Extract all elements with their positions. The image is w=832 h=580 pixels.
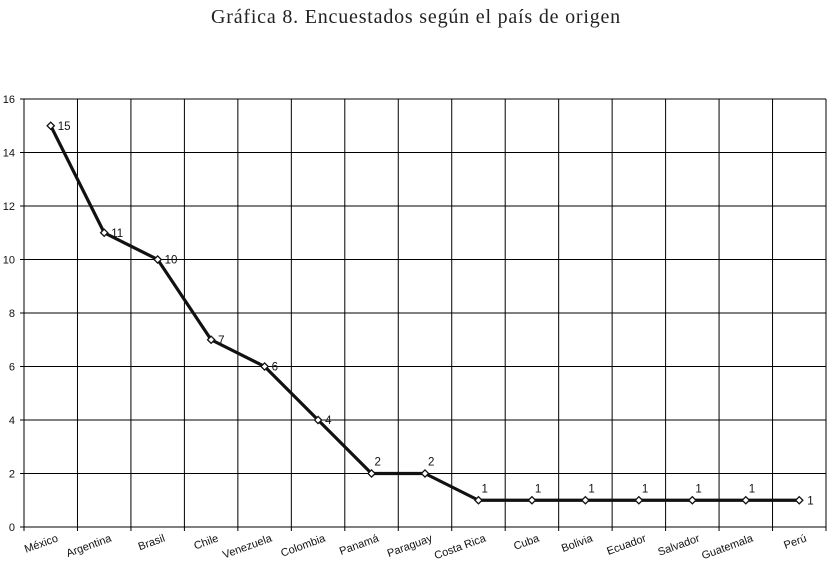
chart-title: Gráfica 8. Encuestados según el país de … [210, 6, 621, 28]
data-point-marker [580, 495, 590, 505]
data-label: 1 [588, 483, 594, 495]
x-tick-label: Colombia [279, 532, 328, 559]
data-point-marker [46, 121, 56, 131]
y-tick-label: 2 [9, 469, 15, 481]
data-label: 1 [642, 483, 648, 495]
data-point-marker [687, 495, 697, 505]
data-label: 15 [58, 121, 71, 133]
x-tick-label: Costa Rica [433, 532, 488, 562]
data-label: 4 [325, 415, 332, 427]
x-tick-label: Salvador [656, 532, 701, 558]
x-tick-label: Panamá [338, 532, 381, 558]
y-tick-label: 10 [3, 255, 15, 267]
data-label: 1 [749, 483, 755, 495]
y-tick-label: 14 [3, 148, 15, 160]
data-point-marker [99, 228, 109, 238]
x-tick-label: Perú [782, 533, 808, 552]
data-label: 10 [165, 255, 178, 267]
data-label: 6 [272, 362, 278, 374]
x-tick-label: Cuba [512, 532, 542, 553]
data-point-marker [313, 415, 323, 425]
data-label: 11 [111, 228, 123, 240]
data-point-marker [153, 254, 163, 265]
data-label: 1 [807, 495, 813, 507]
data-point-marker [741, 495, 751, 505]
data-label: 1 [481, 483, 487, 495]
data-point-marker [420, 468, 430, 479]
x-tick-label: México [23, 533, 60, 556]
data-point-marker [367, 468, 377, 479]
x-tick-label: Paraguay [386, 532, 435, 560]
y-tick-label: 16 [3, 94, 15, 106]
x-tick-label: Bolivia [560, 532, 595, 555]
x-tick-label: Guatemala [700, 532, 755, 562]
x-tick-label: Venezuela [221, 532, 274, 561]
x-tick-label: Chile [192, 533, 220, 553]
data-point-marker [794, 495, 804, 505]
data-point-marker [527, 495, 537, 505]
data-label: 7 [218, 335, 224, 347]
y-tick-label: 0 [9, 522, 15, 534]
data-point-marker [634, 495, 644, 505]
data-label: 2 [428, 457, 434, 469]
data-points [46, 121, 804, 505]
data-point-marker [473, 495, 483, 505]
data-label: 2 [375, 457, 381, 469]
data-label: 1 [695, 483, 701, 495]
y-tick-label: 12 [3, 201, 15, 213]
y-tick-label: 4 [9, 415, 15, 427]
y-tick-label: 6 [9, 362, 15, 374]
y-tick-label: 8 [9, 308, 15, 320]
data-point-marker [206, 335, 216, 345]
data-label: 1 [535, 483, 541, 495]
data-point-marker [260, 361, 270, 372]
y-axis-tick-labels: 0 2 4 6 8 10 12 14 16 [3, 94, 15, 534]
x-axis-tick-labels: México Argentina Brasil Chile Venezuela Colom… [23, 532, 808, 562]
x-tick-label: Ecuador [605, 532, 648, 557]
x-tick-label: Brasil [137, 533, 167, 554]
grid-lines [20, 98, 827, 531]
x-tick-label: Argentina [65, 532, 114, 560]
